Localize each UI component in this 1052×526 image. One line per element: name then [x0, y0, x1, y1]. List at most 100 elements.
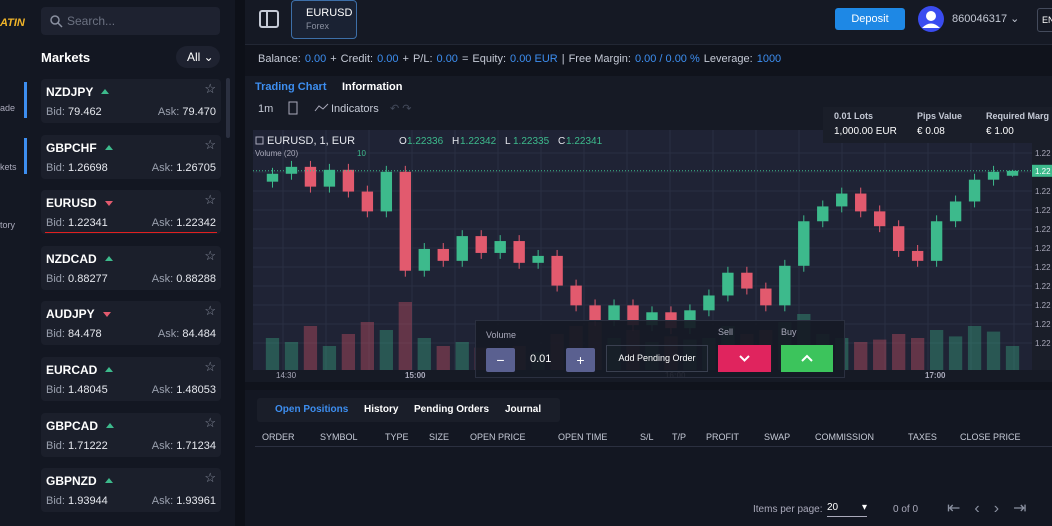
ask-value: 1.93961: [176, 495, 216, 508]
candle-body: [418, 248, 430, 271]
column-header: SYMBOL: [320, 432, 358, 442]
tab-sub: Forex: [306, 21, 330, 31]
sell-button[interactable]: [718, 345, 771, 372]
price-label: 1.22: [1035, 187, 1051, 196]
symbol: GBPNZD: [46, 474, 97, 489]
volume-bar: [910, 338, 925, 370]
market-card[interactable]: EURUSD ☆ Bid: 1.22341 Ask: 1.22342: [41, 190, 221, 235]
info-popup: 0.01 Lots Pips Value Required Marg 1,000…: [823, 107, 1052, 143]
layout-icon[interactable]: [259, 10, 279, 28]
items-per-page[interactable]: 20 ▾: [827, 502, 867, 517]
bid-label: Bid:: [46, 106, 65, 118]
search-box[interactable]: Search...: [41, 7, 220, 35]
filter-dropdown[interactable]: All ⌄: [176, 46, 220, 68]
favorite-star[interactable]: ☆: [204, 81, 216, 96]
market-symbol: EURCAD: [46, 363, 114, 377]
favorite-star[interactable]: ☆: [204, 136, 216, 152]
pending-order-button[interactable]: Add Pending Order: [606, 345, 708, 372]
favorite-star[interactable]: ☆: [204, 303, 216, 319]
positions-tab[interactable]: Open Positions: [275, 404, 349, 415]
chart-tab[interactable]: Information: [342, 81, 403, 93]
market-card[interactable]: GBPNZD ☆ Bid: 1.93944 Ask: 1.93961: [41, 468, 221, 513]
account-label: P/L:: [412, 53, 433, 65]
symbol-tab[interactable]: EURUSD Forex: [291, 0, 357, 39]
nav-indicator: [24, 82, 27, 118]
nav-item[interactable]: ade: [0, 103, 16, 113]
market-card[interactable]: AUDJPY ☆ Bid: 84.478 Ask: 84.484: [41, 301, 221, 346]
direction-arrow: [104, 144, 113, 150]
deposit-button[interactable]: Deposit: [835, 8, 905, 30]
ohlc-label: H: [452, 136, 459, 147]
favorite-star[interactable]: ☆: [204, 414, 216, 430]
ask: Ask: 1.93961: [152, 495, 216, 507]
candle-body: [266, 173, 279, 182]
volume-bar: [873, 339, 887, 370]
account-id[interactable]: 860046317 ⌄: [952, 13, 1020, 25]
buy-button[interactable]: [781, 345, 833, 372]
bid: Bid: 84.478: [46, 328, 102, 340]
scrollbar: [226, 78, 230, 138]
candle-body: [532, 255, 544, 263]
bid-label: Bid:: [46, 328, 65, 341]
positions-tab[interactable]: History: [364, 404, 399, 415]
symbol: GBPCHF: [46, 140, 97, 155]
chart-symbol: EURUSD, 1, EUR: [267, 135, 355, 147]
bid-label: Bid:: [46, 217, 65, 230]
candle-body: [892, 226, 905, 251]
volume-input[interactable]: 0.01: [530, 353, 552, 365]
column-header: TYPE: [385, 432, 409, 442]
direction-arrow: [105, 367, 114, 372]
account-label: +: [330, 53, 337, 65]
favorite-star[interactable]: ☆: [204, 470, 216, 486]
market-card[interactable]: EURCAD ☆ Bid: 1.48045 Ask: 1.48053: [41, 357, 221, 401]
language[interactable]: EN: [1037, 8, 1052, 32]
market-card[interactable]: NZDCAD ☆ Bid: 0.88277 Ask: 0.88288: [41, 245, 221, 290]
nav-item[interactable]: tory: [0, 220, 16, 230]
favorite-star[interactable]: ☆: [204, 192, 216, 208]
account-label: =: [461, 53, 469, 65]
ask-value: 1.48053: [176, 384, 216, 396]
favorite-star[interactable]: ☆: [204, 247, 216, 263]
bid-value: 79.462: [68, 106, 102, 118]
divider: [235, 0, 245, 526]
minus-button[interactable]: −: [486, 348, 515, 372]
ask-label: Ask:: [151, 161, 174, 174]
bid-label: Bid:: [46, 272, 65, 285]
market-card[interactable]: GBPCAD ☆ Bid: 1.71222 Ask: 1.71234: [41, 412, 221, 457]
avatar[interactable]: [918, 6, 944, 32]
volume-legend: Volume (20): [255, 149, 298, 158]
volume-bar: [892, 334, 906, 370]
account-value: 0.00: [377, 53, 399, 65]
volume-bar: [948, 336, 963, 370]
favorite-star[interactable]: ☆: [204, 359, 216, 374]
ask: Ask: 1.71234: [152, 440, 216, 452]
column-header: T/P: [672, 432, 687, 442]
last-price-label: 1.22: [1035, 167, 1051, 176]
top-bar: EURUSD Forex Deposit 860046317 ⌄ EN: [245, 0, 1052, 44]
chart-tab[interactable]: Trading Chart: [255, 81, 327, 93]
nav-item[interactable]: kets: [0, 162, 17, 172]
market-card[interactable]: NZDJPY ☆ Bid: 79.462 Ask: 79.470: [41, 79, 221, 123]
candle-body: [741, 272, 753, 289]
candle-body: [589, 305, 601, 321]
ask-label: Ask:: [151, 217, 174, 230]
ask-label: Ask:: [157, 328, 180, 341]
candle-body: [380, 171, 393, 212]
plus-button[interactable]: +: [566, 348, 595, 372]
volume-bar: [322, 346, 337, 370]
market-card[interactable]: GBPCHF ☆ Bid: 1.26698 Ask: 1.26705: [41, 134, 221, 179]
positions-tab[interactable]: Journal: [505, 404, 542, 415]
positions-tab[interactable]: Pending Orders: [414, 404, 490, 415]
pager-arrows[interactable]: ⇤‹›⇥: [947, 500, 1041, 517]
price-label: 1.22: [1035, 320, 1051, 329]
candle-body: [513, 241, 525, 263]
bid-value: 1.93944: [68, 495, 108, 508]
column-header: OPEN PRICE: [470, 432, 526, 442]
undo-redo: ↶ ↷: [390, 103, 412, 115]
bid-value: 0.88277: [68, 272, 108, 285]
volume-bar: [398, 302, 412, 370]
indicators: Indicators: [331, 103, 379, 115]
ask-label: Ask:: [151, 384, 174, 396]
interval[interactable]: 1m: [258, 103, 273, 115]
ohlc-value: 1.22341: [566, 136, 603, 147]
